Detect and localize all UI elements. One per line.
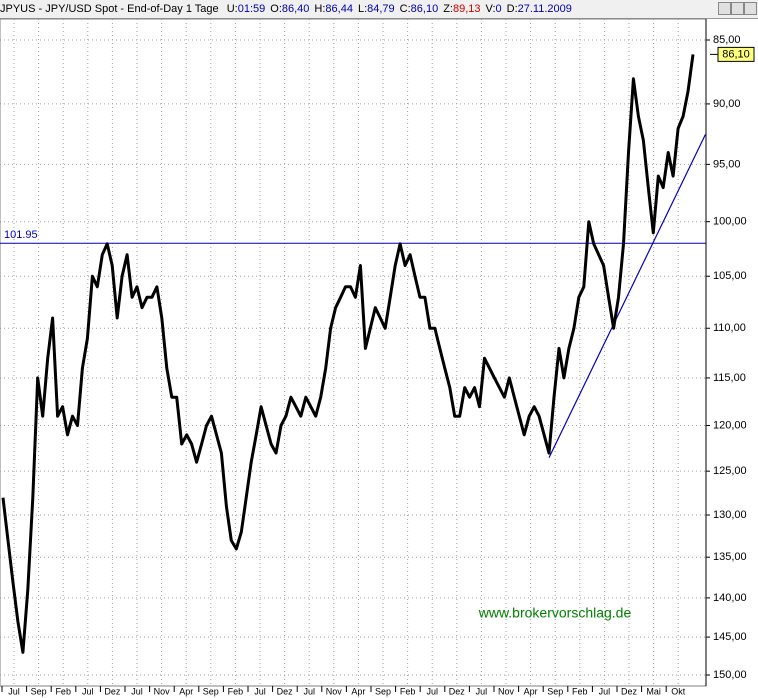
x-tick-label: Feb	[228, 686, 244, 696]
field-label: C:	[399, 3, 411, 15]
y-tick-label: 140,00	[713, 592, 747, 604]
x-tick-label: Dez	[277, 686, 294, 696]
header: JPYUS - JPY/USD Spot - End-of-Day 1 Tage…	[0, 0, 758, 19]
x-tick-label: Jul	[131, 686, 143, 696]
x-tick-label: Okt	[671, 686, 686, 696]
x-tick-label: Jul	[8, 686, 20, 696]
x-tick-label: Feb	[400, 686, 416, 696]
y-tick-label: 105,00	[713, 270, 747, 282]
x-tick-label: Mai	[646, 686, 661, 696]
y-tick-label: 145,00	[713, 631, 747, 643]
y-tick-label: 125,00	[713, 465, 747, 477]
field-value: 01:59	[237, 3, 266, 15]
x-tick-label: Feb	[572, 686, 588, 696]
x-tick-label: Dez	[621, 686, 638, 696]
field-value: 86,40	[281, 3, 310, 15]
field-label: V:	[485, 3, 496, 15]
price-line	[1, 54, 695, 654]
field-value: 86,44	[325, 3, 353, 15]
y-tick-label: 90,00	[713, 98, 741, 110]
y-tick-label: 135,00	[713, 551, 747, 563]
last-price-label: 86,10	[722, 48, 750, 60]
x-tick-label: Nov	[154, 686, 171, 696]
x-tick-label: Jul	[82, 686, 94, 696]
x-tick-label: Sep	[31, 686, 47, 696]
watermark: www.brokervorschlag.de	[478, 605, 632, 621]
plot-frame	[0, 18, 707, 687]
x-tick-label: Apr	[179, 686, 193, 696]
y-tick-label: 95,00	[713, 158, 741, 170]
y-tick-label: 110,00	[713, 322, 746, 334]
y-tick-label: 115,00	[713, 372, 746, 384]
x-tick-label: Apr	[351, 686, 365, 696]
field-label: O:	[270, 3, 282, 15]
x-tick-label: Jul	[303, 686, 315, 696]
instrument: JPYUS - JPY/USD Spot - End-of-Day 1 Tage	[0, 3, 219, 15]
minimize-button[interactable]	[718, 2, 731, 15]
x-tick-label: Feb	[55, 686, 71, 696]
x-tick-label: Sep	[547, 686, 563, 696]
x-tick-label: Jul	[599, 686, 611, 696]
y-tick-label: 130,00	[713, 509, 747, 521]
x-tick-label: Jul	[476, 686, 488, 696]
y-tick-label: 100,00	[713, 216, 747, 228]
x-tick-label: Sep	[375, 686, 391, 696]
field-value: 84,79	[367, 3, 395, 15]
field-label: L:	[357, 3, 368, 15]
y-tick-label: 120,00	[713, 419, 747, 431]
field-label: U:	[226, 3, 238, 15]
x-tick-label: Dez	[449, 686, 466, 696]
x-tick-label: Jul	[254, 686, 266, 696]
x-tick-label: Nov	[498, 686, 515, 696]
x-tick-label: Nov	[326, 686, 343, 696]
close-button[interactable]	[744, 2, 757, 15]
y-tick-label: 85,00	[713, 34, 741, 46]
y-tick-label: 150,00	[713, 669, 747, 681]
field-value: 0	[495, 3, 502, 15]
x-tick-label: Apr	[524, 686, 538, 696]
quote-fields: U:01:59 O:86,40 H:86,44 L:84,79 C:86,10 Z:89,…	[222, 3, 572, 15]
x-tick-label: Jul	[426, 686, 438, 696]
hline-label: 101.95	[4, 229, 38, 241]
field-value: 86,10	[410, 3, 439, 15]
field-value: 27.11.2009	[517, 3, 572, 15]
maximize-button[interactable]	[731, 2, 744, 15]
field-label: H:	[314, 3, 326, 15]
field-label: Z:	[443, 3, 453, 15]
x-tick-label: Dez	[104, 686, 121, 696]
field-label: D:	[506, 3, 518, 15]
field-value: 89,13	[452, 3, 481, 15]
trendline	[548, 134, 706, 458]
x-tick-label: Sep	[203, 686, 219, 696]
